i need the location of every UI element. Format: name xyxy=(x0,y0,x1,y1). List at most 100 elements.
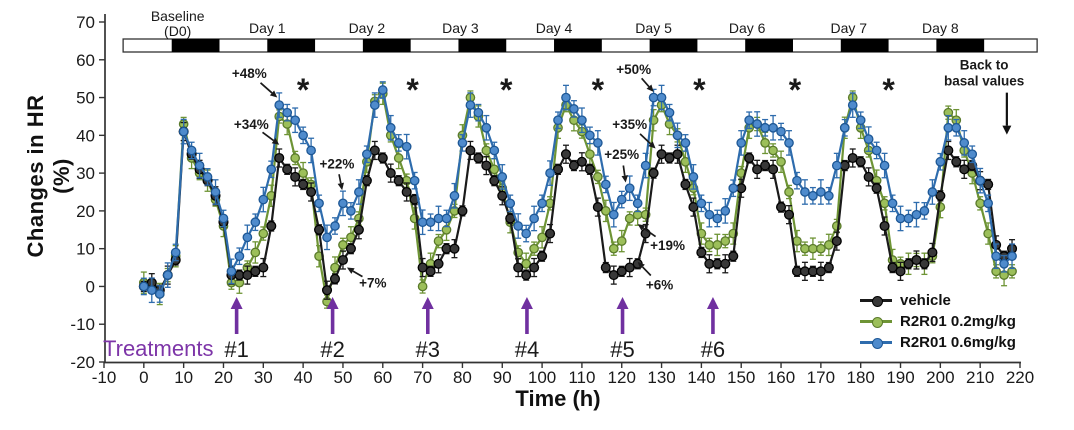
data-point-r2r01-06 xyxy=(927,187,938,197)
data-point-r2r01-06 xyxy=(338,198,348,209)
data-point-r2r01-06 xyxy=(600,179,611,190)
significance-asterisk: * xyxy=(789,72,802,108)
legend-key-vehicle-marker xyxy=(872,296,883,307)
data-point-r2r01-06 xyxy=(449,190,460,201)
data-point-vehicle xyxy=(314,224,325,235)
day-labels: Baseline(D0) Day 1 Day 2 Day 3 Day 4 Day 5 Day… xyxy=(151,8,959,39)
x-tick-label: 180 xyxy=(847,368,875,387)
data-point-r2r01-02 xyxy=(537,232,547,243)
data-point-r2r01-02 xyxy=(290,153,301,163)
data-point-r2r01-06 xyxy=(481,122,492,133)
data-point-r2r01-06 xyxy=(553,115,563,126)
data-point-r2r01-02 xyxy=(338,240,348,250)
data-point-r2r01-06 xyxy=(648,92,659,103)
y-tick-label: -10 xyxy=(70,315,95,334)
x-tick-label: 80 xyxy=(453,368,472,387)
data-point-r2r01-02 xyxy=(417,281,428,292)
data-point-r2r01-02 xyxy=(258,228,269,239)
data-point-r2r01-06 xyxy=(274,100,285,110)
data-point-vehicle xyxy=(576,156,587,167)
day-label: Day 6 xyxy=(729,20,766,36)
data-point-r2r01-06 xyxy=(831,160,842,171)
data-point-vehicle xyxy=(481,160,492,171)
data-point-r2r01-02 xyxy=(616,236,627,246)
data-point-r2r01-06 xyxy=(561,92,571,103)
data-point-r2r01-02 xyxy=(529,243,539,254)
x-tick-label: 40 xyxy=(294,368,313,387)
data-point-r2r01-06 xyxy=(489,145,500,156)
data-point-vehicle xyxy=(545,228,556,239)
data-point-vehicle xyxy=(457,205,468,216)
data-point-r2r01-06 xyxy=(369,100,380,110)
data-point-r2r01-06 xyxy=(457,138,468,148)
data-point-vehicle xyxy=(321,285,333,296)
data-point-vehicle xyxy=(417,262,428,273)
data-point-vehicle xyxy=(600,262,611,273)
data-point-vehicle xyxy=(568,160,579,171)
data-point-r2r01-06 xyxy=(752,119,762,129)
data-point-r2r01-06 xyxy=(919,206,930,216)
data-point-r2r01-06 xyxy=(911,209,922,220)
data-point-r2r01-06 xyxy=(959,138,970,148)
data-point-r2r01-06 xyxy=(258,194,269,205)
x-tick-label: 150 xyxy=(727,368,755,387)
y-tick-label: 10 xyxy=(76,240,95,259)
data-point-vehicle xyxy=(433,258,444,269)
data-point-r2r01-06 xyxy=(322,232,332,243)
y-tick-label: -20 xyxy=(70,353,95,372)
data-point-r2r01-06 xyxy=(545,168,555,178)
data-point-vehicle xyxy=(823,262,834,273)
data-point-r2r01-06 xyxy=(138,281,149,292)
data-point-r2r01-02 xyxy=(704,240,715,250)
data-point-vehicle xyxy=(329,273,341,284)
data-point-r2r01-06 xyxy=(266,164,277,175)
x-tick-label: 200 xyxy=(926,368,954,387)
significance-asterisk: * xyxy=(500,72,513,108)
data-point-vehicle xyxy=(879,220,890,232)
data-point-r2r01-02 xyxy=(768,145,778,156)
data-point-vehicle xyxy=(783,209,795,220)
data-point-vehicle xyxy=(983,179,994,190)
data-point-r2r01-06 xyxy=(346,206,356,216)
data-point-r2r01-06 xyxy=(242,232,253,243)
data-point-vehicle xyxy=(935,190,946,201)
data-point-r2r01-06 xyxy=(768,122,778,133)
data-point-vehicle xyxy=(847,152,858,164)
annotation-+22%: +22% xyxy=(320,157,355,172)
x-tick-label: 60 xyxy=(373,368,392,387)
data-point-r2r01-06 xyxy=(465,100,476,110)
x-tick-label: 210 xyxy=(966,368,994,387)
data-point-r2r01-02 xyxy=(393,153,404,163)
x-tick-label: 190 xyxy=(886,368,914,387)
data-point-r2r01-06 xyxy=(887,198,898,209)
data-point-r2r01-06 xyxy=(975,175,986,186)
data-point-r2r01-06 xyxy=(362,149,372,160)
data-point-r2r01-06 xyxy=(513,221,524,231)
annotation-+6%: +6% xyxy=(646,278,673,293)
data-point-vehicle xyxy=(863,171,874,182)
significance-asterisk: * xyxy=(297,72,310,108)
data-point-r2r01-06 xyxy=(186,145,197,156)
significance-asterisk: * xyxy=(406,72,419,108)
data-point-r2r01-06 xyxy=(505,198,516,209)
data-point-vehicle xyxy=(768,164,779,175)
data-point-vehicle xyxy=(656,149,667,160)
data-point-r2r01-06 xyxy=(409,175,420,186)
data-point-vehicle xyxy=(831,236,842,247)
data-point-r2r01-06 xyxy=(298,130,308,141)
data-point-vehicle xyxy=(943,145,954,156)
x-tick-label: 70 xyxy=(413,368,432,387)
data-point-r2r01-06 xyxy=(425,217,436,228)
data-point-r2r01-06 xyxy=(529,213,539,224)
x-tick-label: 0 xyxy=(139,368,148,387)
data-point-r2r01-02 xyxy=(823,240,834,250)
series-vehicle xyxy=(138,121,1018,300)
y-tick-label: 0 xyxy=(86,277,95,296)
data-point-vehicle xyxy=(664,152,675,164)
data-point-r2r01-06 xyxy=(608,209,619,220)
data-point-r2r01-06 xyxy=(146,285,157,296)
data-point-vehicle xyxy=(250,266,261,277)
